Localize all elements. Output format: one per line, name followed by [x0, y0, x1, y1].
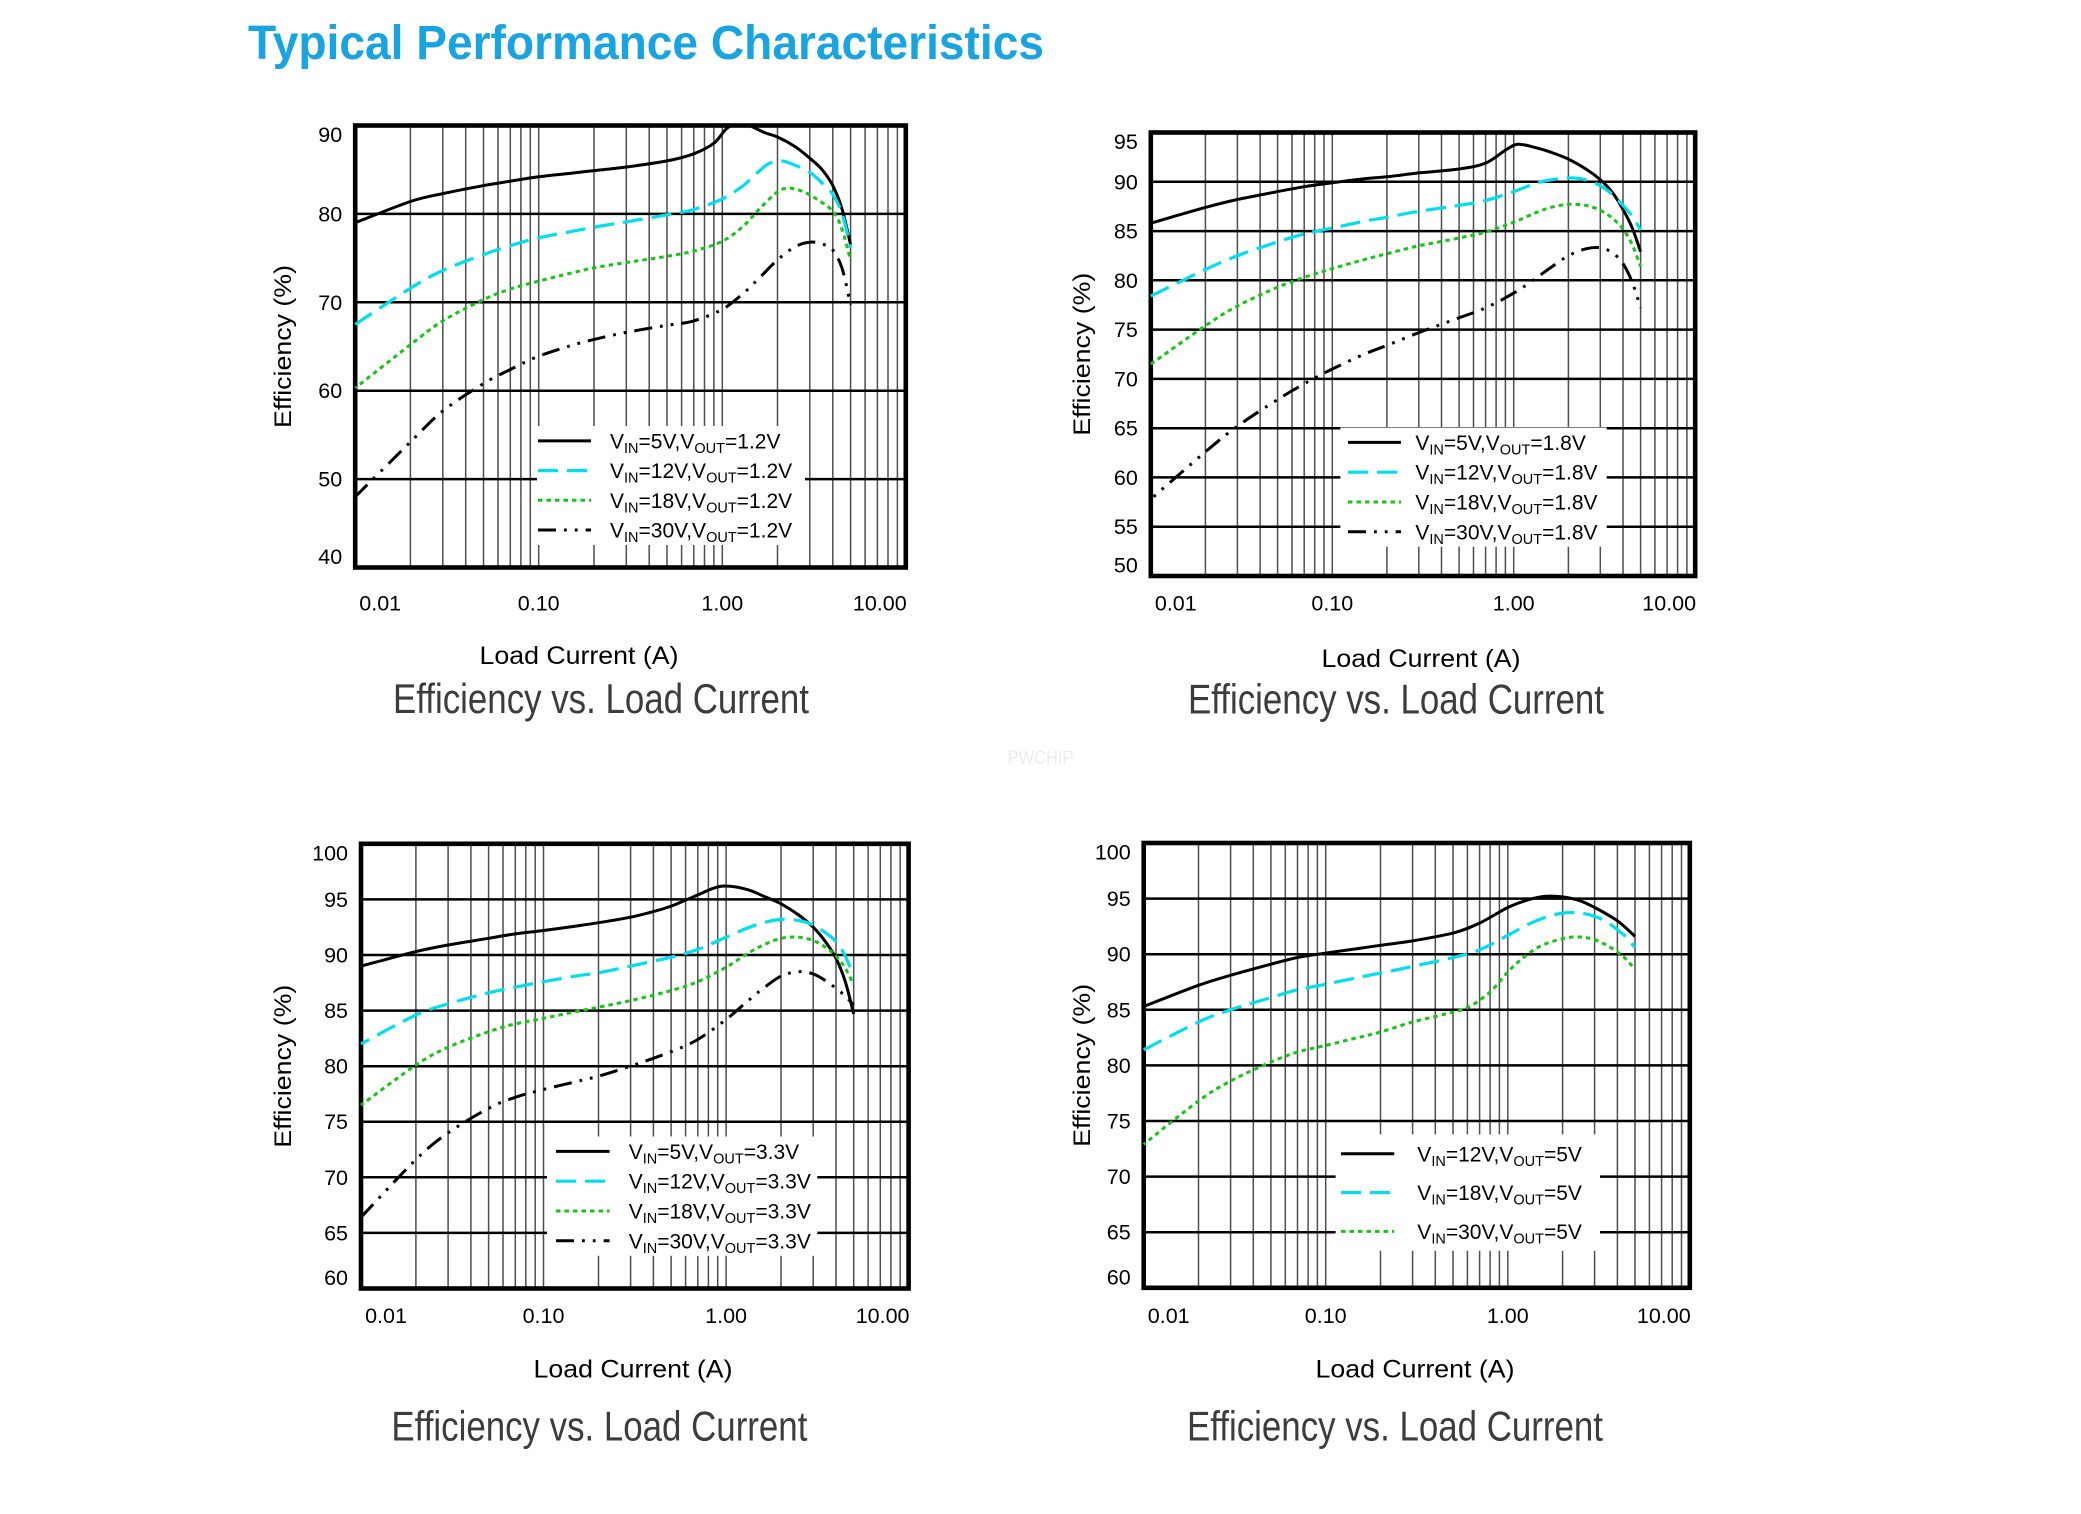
svg-text:0.10: 0.10 — [1305, 1304, 1347, 1328]
svg-text:65: 65 — [1114, 417, 1138, 441]
svg-text:VIN=18V,VOUT=3.3V: VIN=18V,VOUT=3.3V — [629, 1201, 811, 1228]
svg-text:0.10: 0.10 — [518, 592, 560, 616]
svg-text:65: 65 — [1107, 1221, 1131, 1245]
svg-text:Efficiency vs. Load Current: Efficiency vs. Load Current — [391, 1403, 807, 1450]
svg-text:95: 95 — [324, 888, 348, 912]
svg-text:Load Current (A): Load Current (A) — [480, 642, 679, 670]
svg-text:70: 70 — [1114, 367, 1138, 391]
svg-text:Efficiency vs. Load Current: Efficiency vs. Load Current — [1188, 676, 1604, 723]
svg-text:85: 85 — [1107, 998, 1131, 1022]
svg-text:80: 80 — [324, 1055, 348, 1079]
svg-text:VIN=12V,VOUT=1.8V: VIN=12V,VOUT=1.8V — [1415, 462, 1597, 489]
svg-text:Efficiency (%): Efficiency (%) — [1069, 984, 1096, 1147]
svg-text:60: 60 — [1107, 1265, 1131, 1289]
svg-text:80: 80 — [1107, 1054, 1131, 1078]
svg-text:Load Current (A): Load Current (A) — [534, 1356, 733, 1384]
svg-text:70: 70 — [1107, 1165, 1131, 1189]
svg-text:75: 75 — [324, 1110, 348, 1134]
svg-text:90: 90 — [318, 123, 342, 147]
svg-text:VIN=5V,VOUT=1.2V: VIN=5V,VOUT=1.2V — [610, 430, 780, 457]
svg-text:60: 60 — [318, 379, 342, 403]
svg-text:95: 95 — [1114, 130, 1138, 154]
svg-text:0.01: 0.01 — [365, 1304, 407, 1328]
svg-text:Efficiency vs. Load Current: Efficiency vs. Load Current — [393, 675, 809, 722]
svg-text:90: 90 — [1107, 943, 1131, 967]
svg-text:1.00: 1.00 — [705, 1304, 747, 1328]
svg-text:75: 75 — [1114, 318, 1138, 342]
svg-text:0.01: 0.01 — [1148, 1304, 1190, 1328]
svg-text:40: 40 — [318, 545, 342, 569]
svg-text:90: 90 — [1114, 170, 1138, 194]
svg-text:75: 75 — [1107, 1110, 1131, 1134]
svg-text:65: 65 — [324, 1221, 348, 1245]
svg-text:VIN=30V,VOUT=1.2V: VIN=30V,VOUT=1.2V — [610, 520, 792, 547]
svg-text:10.00: 10.00 — [1637, 1304, 1691, 1328]
svg-text:VIN=5V,VOUT=1.8V: VIN=5V,VOUT=1.8V — [1415, 432, 1585, 459]
svg-text:VIN=30V,VOUT=1.8V: VIN=30V,VOUT=1.8V — [1415, 521, 1597, 548]
svg-text:Typical Performance Characteri: Typical Performance Characteristics — [248, 17, 1044, 70]
svg-text:Load Current (A): Load Current (A) — [1316, 1356, 1515, 1384]
svg-text:Efficiency (%): Efficiency (%) — [270, 265, 297, 428]
svg-text:60: 60 — [324, 1266, 348, 1290]
svg-text:0.10: 0.10 — [1311, 592, 1353, 616]
svg-text:50: 50 — [1114, 554, 1138, 578]
svg-text:100: 100 — [1095, 841, 1131, 865]
svg-text:80: 80 — [318, 202, 342, 226]
svg-text:85: 85 — [324, 999, 348, 1023]
svg-text:1.00: 1.00 — [1493, 592, 1535, 616]
svg-text:VIN=18V,VOUT=1.2V: VIN=18V,VOUT=1.2V — [610, 490, 792, 517]
svg-text:100: 100 — [312, 841, 348, 865]
svg-text:VIN=30V,VOUT=3.3V: VIN=30V,VOUT=3.3V — [629, 1230, 811, 1257]
svg-text:10.00: 10.00 — [853, 592, 907, 616]
svg-text:50: 50 — [318, 468, 342, 492]
svg-text:10.00: 10.00 — [1642, 592, 1696, 616]
svg-text:0.01: 0.01 — [1155, 592, 1197, 616]
svg-text:VIN=18V,VOUT=5V: VIN=18V,VOUT=5V — [1417, 1182, 1582, 1209]
svg-text:70: 70 — [324, 1166, 348, 1190]
svg-text:0.10: 0.10 — [523, 1304, 565, 1328]
svg-text:VIN=18V,VOUT=1.8V: VIN=18V,VOUT=1.8V — [1415, 492, 1597, 519]
svg-text:Efficiency vs. Load Current: Efficiency vs. Load Current — [1187, 1403, 1603, 1450]
svg-text:85: 85 — [1114, 220, 1138, 244]
svg-text:60: 60 — [1114, 466, 1138, 490]
svg-text:55: 55 — [1114, 515, 1138, 539]
svg-text:1.00: 1.00 — [1487, 1304, 1529, 1328]
svg-text:70: 70 — [318, 291, 342, 315]
svg-text:VIN=12V,VOUT=3.3V: VIN=12V,VOUT=3.3V — [629, 1171, 811, 1198]
svg-text:0.01: 0.01 — [359, 592, 401, 616]
svg-text:Load Current (A): Load Current (A) — [1322, 645, 1521, 673]
svg-text:95: 95 — [1107, 887, 1131, 911]
svg-text:90: 90 — [324, 944, 348, 968]
svg-text:VIN=12V,VOUT=1.2V: VIN=12V,VOUT=1.2V — [610, 460, 792, 487]
svg-text:Efficiency (%): Efficiency (%) — [1069, 273, 1096, 436]
svg-text:80: 80 — [1114, 269, 1138, 293]
svg-text:PWCHIP: PWCHIP — [1008, 748, 1074, 769]
svg-text:10.00: 10.00 — [856, 1304, 910, 1328]
svg-text:1.00: 1.00 — [701, 592, 743, 616]
svg-text:Efficiency (%): Efficiency (%) — [270, 985, 297, 1148]
svg-text:VIN=12V,VOUT=5V: VIN=12V,VOUT=5V — [1417, 1143, 1582, 1170]
